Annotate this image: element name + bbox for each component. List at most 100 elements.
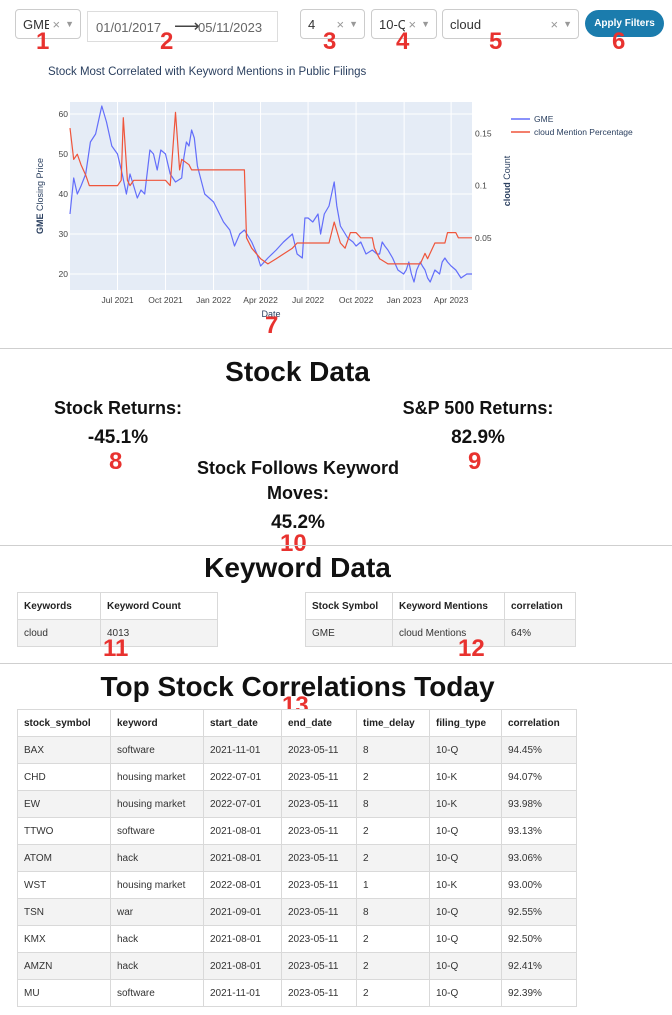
table-cell: 94.45% [501,736,577,764]
table-row: TSN war 2021-09-01 2023-05-11 8 10-Q 92.55% [17,898,577,926]
annotation-8: 8 [109,448,123,475]
follows-keyword-label-line2: Moves: [266,483,329,503]
y-left-tick-label: 20 [59,269,69,279]
start-date-input[interactable]: 01/01/2017 [96,20,162,35]
ticker-dropdown[interactable]: GME × ▼ [15,9,81,39]
gme-series-line [69,105,472,283]
table-cell: 94.07% [501,763,577,791]
table-cell: EW [17,790,111,818]
filing-type-dropdown[interactable]: 10-Q × ▼ [371,9,437,39]
divider [0,348,672,349]
arrow-right-icon: ⟶ [174,16,200,36]
chevron-down-icon[interactable]: ▼ [349,19,358,29]
annotation-10: 10 [280,530,307,557]
table-cell: cloud Mentions [392,619,505,647]
annotation-9: 9 [468,448,482,475]
column-header[interactable]: time_delay [356,709,430,737]
column-header[interactable]: Stock Symbol [305,592,393,620]
x-tick-label: Apr 2023 [434,295,469,305]
clear-icon[interactable]: × [550,16,559,32]
table-cell: housing market [110,790,204,818]
table-row: TTWO software 2021-08-01 2023-05-11 2 10-Q 93.… [17,817,577,845]
divider [0,663,672,664]
table-cell: 2023-05-11 [281,952,357,980]
table-cell: 2 [356,979,430,1007]
date-range-picker[interactable]: 01/01/2017 ⟶ 05/11/2023 [87,11,278,42]
y-right-axis-label: cloud Count [502,155,512,206]
table-cell: 2022-07-01 [203,763,282,791]
legend-item-label: cloud Mention Percentage [534,127,633,137]
table-cell: ATOM [17,844,111,872]
chevron-down-icon[interactable]: ▼ [563,19,572,29]
table-cell: 2 [356,952,430,980]
table-cell: 10-K [429,871,502,899]
chart-title: Stock Most Correlated with Keyword Menti… [48,66,367,78]
column-header[interactable]: Keywords [17,592,101,620]
table-cell: 2023-05-11 [281,790,357,818]
keyword-dropdown[interactable]: cloud × ▼ [442,9,579,39]
column-header[interactable]: keyword [110,709,204,737]
clear-icon[interactable]: × [408,16,417,32]
table-cell: hack [110,952,204,980]
table-cell: 10-Q [429,925,502,953]
table-cell: 10-K [429,790,502,818]
column-header[interactable]: correlation [501,709,577,737]
column-header[interactable]: Keyword Count [100,592,218,620]
table-cell: war [110,898,204,926]
table-cell: 2023-05-11 [281,871,357,899]
table-cell: 10-K [429,763,502,791]
table-cell: 4013 [100,619,218,647]
chevron-down-icon[interactable]: ▼ [421,19,430,29]
table-cell: GME [305,619,393,647]
x-tick-label: Oct 2022 [339,295,374,305]
table-cell: 92.39% [501,979,577,1007]
line-chart[interactable]: Jul 2021 Oct 2021 Jan 2022 Apr 2022 Jul 2022… [0,90,672,320]
table-cell: 10-Q [429,979,502,1007]
keyword-value: cloud [450,16,482,32]
table-row: ATOM hack 2021-08-01 2023-05-11 2 10-Q 93.06% [17,844,577,872]
table-cell: 10-Q [429,817,502,845]
y-right-axis-label-keyword: cloud [502,182,512,206]
time-delay-dropdown[interactable]: 4 × ▼ [300,9,365,39]
table-cell: BAX [17,736,111,764]
y-right-tick-label: 0.1 [475,181,487,191]
table-cell: 93.06% [501,844,577,872]
table-cell: 2021-08-01 [203,925,282,953]
y-left-tick-label: 40 [59,189,69,199]
y-right-tick-label: 0.05 [475,233,492,243]
column-header[interactable]: correlation [504,592,576,620]
table-cell: TSN [17,898,111,926]
column-header[interactable]: stock_symbol [17,709,111,737]
annotation-6: 6 [612,28,626,55]
table-cell: 92.55% [501,898,577,926]
table-cell: 10-Q [429,898,502,926]
table-cell: 2023-05-11 [281,979,357,1007]
y-left-axis-label-ticker: GME [35,214,45,235]
annotation-12: 12 [458,635,485,662]
column-header[interactable]: end_date [281,709,357,737]
clear-icon[interactable]: × [336,16,345,32]
clear-icon[interactable]: × [52,16,61,32]
stock-returns-label: Stock Returns: [53,398,183,418]
y-left-tick-label: 50 [59,149,69,159]
table-row: cloud 4013 [17,619,218,647]
table-cell: 8 [356,790,430,818]
column-header[interactable]: Keyword Mentions [392,592,505,620]
follows-keyword-label-line1: Stock Follows Keyword [196,458,400,478]
keyword-count-table: Keywords Keyword Count cloud 4013 [17,592,218,647]
follows-keyword-value: 45.2% [271,512,325,533]
x-tick-label: Jan 2022 [196,295,231,305]
apply-filters-button[interactable]: Apply Filters [585,10,664,37]
table-cell: TTWO [17,817,111,845]
end-date-input[interactable]: 05/11/2023 [198,20,263,35]
chevron-down-icon[interactable]: ▼ [65,19,74,29]
table-cell: housing market [110,871,204,899]
table-row: EW housing market 2022-07-01 2023-05-11 8 10-… [17,790,577,818]
table-cell: 93.13% [501,817,577,845]
column-header[interactable]: filing_type [429,709,502,737]
table-cell: software [110,736,204,764]
table-cell: hack [110,925,204,953]
x-tick-label: Jul 2022 [292,295,324,305]
column-header[interactable]: start_date [203,709,282,737]
annotation-5: 5 [489,28,503,55]
